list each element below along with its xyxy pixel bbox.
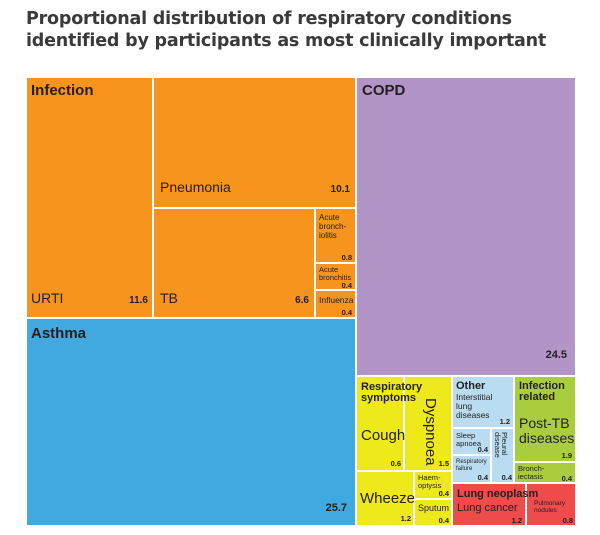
label-interstitial-lung-diseases-line-1: Interstitial xyxy=(456,392,492,402)
label-dyspnoea: Dyspnoea xyxy=(422,398,439,466)
label-pneumonia: Pneumonia xyxy=(160,179,231,195)
value-asthma: 25.7 xyxy=(326,502,347,514)
value-wheeze: 1.2 xyxy=(401,514,411,523)
chart-title: Proportional distribution of respiratory… xyxy=(26,8,586,52)
chart-title-line-1: Proportional distribution of respiratory… xyxy=(26,9,512,29)
label-cough: Cough xyxy=(361,427,405,444)
group-label-infection: Infection xyxy=(31,82,94,99)
value-dyspnoea: 1.5 xyxy=(439,459,449,468)
value-sleep-apnoea: 0.4 xyxy=(478,445,489,454)
label-acute-bronchitis-line-1: Acute xyxy=(319,265,338,274)
label-interstitial-lung-diseases-line-2: lung xyxy=(456,401,472,411)
label-urti: URTI xyxy=(31,290,63,306)
chart-title-line-2: identified by participants as most clini… xyxy=(26,31,547,51)
value-influenza: 0.4 xyxy=(342,308,353,317)
cell-wheeze xyxy=(355,470,415,527)
group-label-infection-related-line-1: Infection xyxy=(519,380,565,392)
label-sleep-apnoea-line-1: Sleep xyxy=(456,431,475,440)
group-label-other: Other xyxy=(456,380,486,392)
group-label-lung-neoplasm: Lung neoplasm xyxy=(457,488,539,500)
label-haemoptysis-line-2: optysis xyxy=(418,481,442,490)
value-pulmonary-nodules: 0.8 xyxy=(563,516,573,525)
label-acute-bronchiolitis-line-3: iolitis xyxy=(319,231,337,240)
value-copd: 24.5 xyxy=(546,349,567,361)
cell-pneumonia xyxy=(152,76,357,209)
value-acute-bronchiolitis: 0.8 xyxy=(342,253,352,262)
cell-haemoptysis xyxy=(413,470,453,500)
cell-cough xyxy=(355,375,405,472)
value-lung-cancer: 1.2 xyxy=(512,516,522,525)
label-haemoptysis-line-1: Haem- xyxy=(418,473,441,482)
label-interstitial-lung-diseases-line-3: diseases xyxy=(456,410,490,420)
value-pneumonia: 10.1 xyxy=(331,184,351,195)
cell-copd xyxy=(355,76,577,377)
cell-pulmonary-nodules xyxy=(525,482,577,527)
label-respiratory-failure-line-2: failure xyxy=(456,466,473,472)
value-cough: 0.6 xyxy=(391,459,401,468)
value-haemoptysis: 0.4 xyxy=(439,489,450,498)
label-wheeze: Wheeze xyxy=(360,490,415,507)
group-label-respiratory-symptoms-line-2: symptoms xyxy=(361,392,416,404)
group-label-asthma: Asthma xyxy=(31,325,87,342)
value-tb: 6.6 xyxy=(295,295,309,306)
label-post-tb-diseases-line-2: diseases xyxy=(519,430,574,446)
cell-asthma xyxy=(25,317,357,527)
group-label-infection-related-line-2: related xyxy=(519,391,555,403)
value-pleural-disease: 0.4 xyxy=(502,473,513,482)
label-pleural-disease-line-2: disease xyxy=(493,432,502,458)
label-acute-bronchiolitis-line-2: bronch- xyxy=(319,222,346,231)
label-bronchiectasis-line-2: iectasis xyxy=(518,472,543,481)
label-sleep-apnoea-line-2: apnoea xyxy=(456,439,482,448)
label-sputum: Sputum xyxy=(418,503,449,513)
label-acute-bronchitis-line-2: bronchitis xyxy=(319,273,351,282)
cell-sleep-apnoea xyxy=(451,427,492,456)
label-post-tb-diseases-line-1: Post-TB xyxy=(519,415,570,431)
value-interstitial-lung-diseases: 1.2 xyxy=(500,417,510,426)
label-acute-bronchiolitis-line-1: Acute xyxy=(319,213,340,222)
value-urti: 11.6 xyxy=(129,295,148,306)
cell-post-tb-diseases xyxy=(513,375,577,463)
label-bronchiectasis-line-1: Bronch- xyxy=(518,464,545,473)
label-tb: TB xyxy=(160,290,178,306)
cell-acute-bronchiolitis xyxy=(314,207,357,264)
label-respiratory-failure-line-1: Respiratory xyxy=(456,459,487,465)
label-pulmonary-nodules-line-2: nodules xyxy=(534,507,558,514)
label-lung-cancer: Lung cancer xyxy=(457,502,518,514)
group-label-respiratory-symptoms-line-1: Respiratory xyxy=(361,381,423,393)
cell-urti xyxy=(25,76,154,319)
value-acute-bronchitis: 0.4 xyxy=(342,281,353,290)
value-bronchiectasis: 0.4 xyxy=(562,474,573,483)
label-influenza: Influenza xyxy=(319,295,354,305)
label-pulmonary-nodules-line-1: Pulmonary xyxy=(534,500,566,507)
value-post-tb-diseases: 1.9 xyxy=(562,451,572,460)
cell-interstitial-lung-diseases xyxy=(451,375,515,429)
cell-lung-cancer xyxy=(451,482,527,527)
label-pleural-disease-line-1: Pleural xyxy=(500,432,509,456)
value-respiratory-failure: 0.4 xyxy=(478,473,489,482)
group-label-copd: COPD xyxy=(362,82,406,99)
value-sputum: 0.4 xyxy=(439,516,450,525)
